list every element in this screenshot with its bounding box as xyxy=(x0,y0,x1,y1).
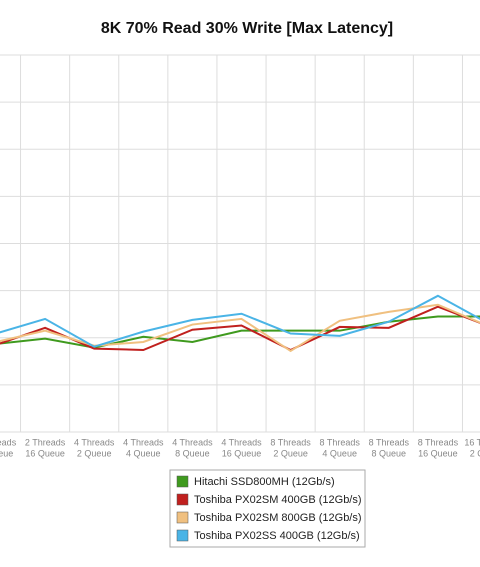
x-tick-label: 16 Queue xyxy=(418,448,458,458)
x-tick-label: 8 Threads xyxy=(270,437,311,447)
x-tick-label: 8 Queue xyxy=(0,448,13,458)
x-tick-label: 4 Queue xyxy=(322,448,357,458)
legend-label: Hitachi SSD800MH (12Gb/s) xyxy=(194,476,335,488)
x-tick-label: 8 Queue xyxy=(372,448,407,458)
x-tick-label: 8 Threads xyxy=(418,437,459,447)
legend-swatch xyxy=(176,529,189,542)
series-line xyxy=(0,294,480,348)
x-tick-label: 16 Queue xyxy=(222,448,262,458)
x-tick-label: 2 Threads xyxy=(25,437,66,447)
legend-label: Toshiba PX02SM 400GB (12Gb/s) xyxy=(194,494,362,506)
series-line xyxy=(0,315,480,349)
x-tick-label: 2 Queue xyxy=(470,448,480,458)
chart-title: 8K 70% Read 30% Write [Max Latency] xyxy=(101,20,393,37)
x-tick-label: 16 Queue xyxy=(25,448,65,458)
legend-swatch xyxy=(176,475,189,488)
x-tick-label: 8 Threads xyxy=(369,437,410,447)
x-tick-label: 2 Queue xyxy=(273,448,308,458)
x-tick-label: 8 Threads xyxy=(320,437,361,447)
legend-label: Toshiba PX02SM 800GB (12Gb/s) xyxy=(194,512,362,524)
legend-box xyxy=(169,469,366,548)
x-tick-label: 4 Threads xyxy=(123,437,164,447)
x-tick-label: 4 Queue xyxy=(126,448,161,458)
x-tick-label: 4 Threads xyxy=(172,437,213,447)
x-tick-label: 4 Threads xyxy=(221,437,262,447)
x-tick-label: 8 Queue xyxy=(175,448,210,458)
series-line xyxy=(0,303,480,353)
x-tick-label: 2 Threads xyxy=(0,437,17,447)
x-tick-label: 16 Threads xyxy=(464,437,480,447)
legend-swatch xyxy=(176,511,189,524)
legend-swatch xyxy=(176,493,189,506)
legend-label: Toshiba PX02SS 400GB (12Gb/s) xyxy=(194,530,360,542)
x-tick-label: 2 Queue xyxy=(77,448,112,458)
x-tick-label: 4 Threads xyxy=(74,437,115,447)
